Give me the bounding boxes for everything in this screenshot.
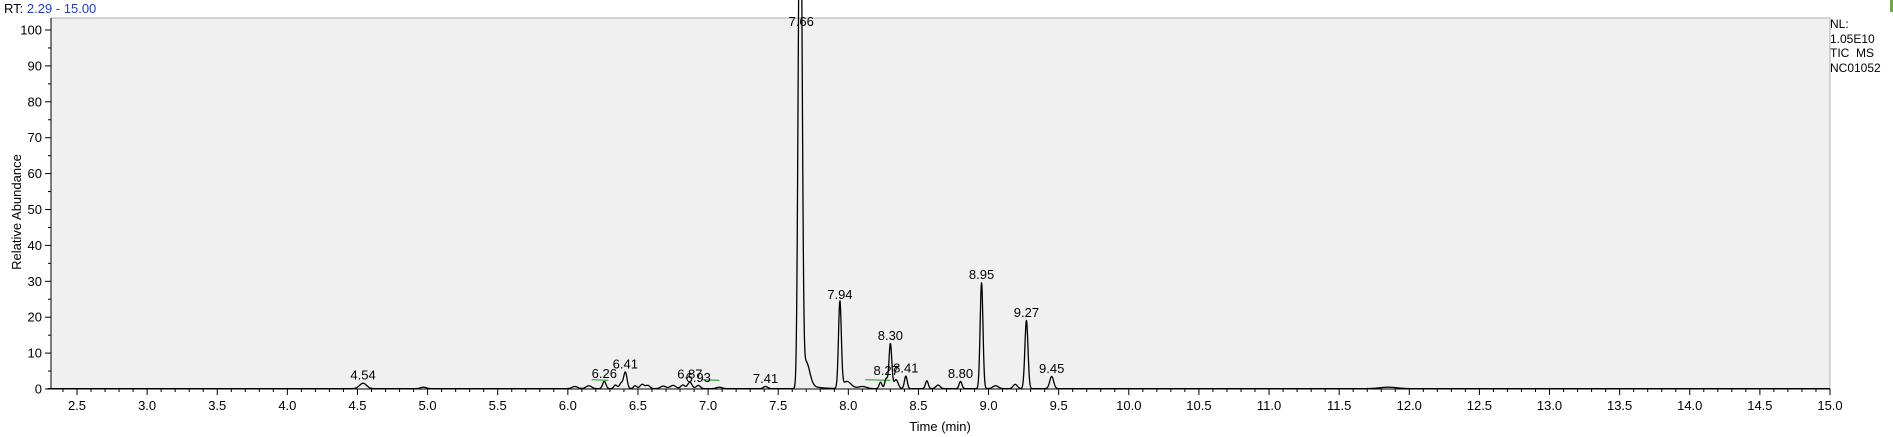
x-tick-label: 13.5 [1607,398,1632,413]
plot-area [50,17,1831,390]
peak-label: 6.26 [592,366,617,381]
x-tick-label: 12.5 [1467,398,1492,413]
x-tick-label: 5.5 [489,398,507,413]
x-tick-label: 7.5 [769,398,787,413]
peak-label: 7.41 [753,371,778,386]
y-tick-label: 30 [28,274,42,289]
x-tick-label: 14.0 [1677,398,1702,413]
x-tick-label: 15.0 [1817,398,1842,413]
y-tick-label: 40 [28,238,42,253]
x-tick-label: 13.0 [1537,398,1562,413]
info-box: NL: 1.05E10 TIC MS NC01052 [1830,17,1881,75]
x-tick-label: 8.0 [839,398,857,413]
y-tick-label: 90 [28,58,42,73]
peak-label: 8.80 [948,366,973,381]
y-tick-label: 10 [28,346,42,361]
axes [50,18,1830,390]
rt-range-value: 2.29 - 15.00 [26,1,97,16]
baseline-segment [865,379,891,381]
scan-filter: TIC MS [1830,46,1874,60]
x-tick-label: 3.0 [138,398,156,413]
nl-value: 1.05E10 [1830,31,1875,46]
y-tick-label: 0 [35,382,42,397]
x-tick-label: 4.0 [278,398,296,413]
y-tick-label: 70 [28,130,42,145]
x-tick-label: 14.5 [1747,398,1772,413]
y-tick-label: 100 [20,23,42,38]
x-tick-label: 8.5 [909,398,927,413]
x-axis-title: Time (min) [909,419,971,434]
peak-label: 9.45 [1039,361,1064,376]
y-tick-label: 80 [28,94,42,109]
peak-label: 8.27 [874,363,899,378]
peak-label: 7.66 [789,14,814,29]
x-tick-label: 9.5 [1050,398,1068,413]
x-tick-label: 4.5 [348,398,366,413]
y-tick-label: 60 [28,166,42,181]
x-tick-label: 11.5 [1327,398,1351,413]
y-tick-label: 50 [28,202,42,217]
y-tick-label: 20 [28,310,42,325]
corner-mark [1890,0,1893,12]
x-tick-label: 6.0 [559,398,577,413]
y-axis-ticks: 0 10 20 30 40 50 60 70 80 90 100 [20,23,51,397]
peak-label: 6.93 [686,370,711,385]
peak-label: 6.41 [613,356,638,371]
baseline-segment [701,379,720,381]
x-tick-label: 12.0 [1397,398,1422,413]
x-axis-ticks: 2.5 3.0 3.5 4.0 4.5 5.0 5.5 6.0 6.5 7.0 7.5 8.0 8.5 9… [62,389,1843,413]
x-tick-label: 2.5 [68,398,86,413]
rt-range-label: RT: 2.29 - 15.00 [4,1,96,16]
peak-labels: 4.54 6.266.41 6.876.93 7.41 7.66 7.94 8.27 8.30… [350,14,1064,386]
x-tick-label: 10.0 [1116,398,1141,413]
baseline-segment [591,379,609,381]
peak-label: 4.54 [350,368,375,383]
x-tick-label: 3.5 [208,398,226,413]
x-tick-label: 6.5 [629,398,647,413]
nl-label: NL: [1830,17,1849,31]
baseline-marks [591,379,891,381]
sample-name: NC01052 [1830,60,1881,75]
rt-prefix: RT: [4,1,24,16]
x-tick-label: 9.0 [980,398,998,413]
x-tick-label: 11.0 [1257,398,1281,413]
x-tick-label: 10.5 [1186,398,1211,413]
peak-label: 8.41 [893,360,918,375]
peak-label: 8.95 [969,267,994,282]
peak-label: 7.94 [827,287,852,302]
peak-label: 9.27 [1014,305,1039,320]
y-axis-title: Relative Abundance [9,154,24,270]
x-tick-label: 5.0 [419,398,437,413]
x-tick-label: 7.0 [699,398,717,413]
peak-label: 8.30 [878,328,903,343]
peak-label: 6.87 [677,367,702,382]
